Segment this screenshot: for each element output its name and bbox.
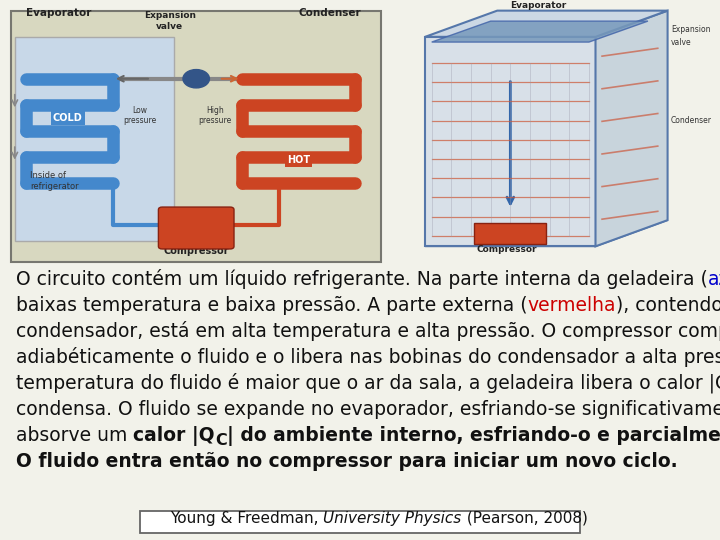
Text: condensa. O fluido se expande no evaporador, esfriando-se significativamente. El: condensa. O fluido se expande no evapora… [16, 400, 720, 419]
Text: Expansion: Expansion [671, 25, 711, 33]
Polygon shape [595, 11, 667, 246]
Text: ), contendo as bobinas do: ), contendo as bobinas do [616, 296, 720, 315]
Text: HOT: HOT [287, 154, 310, 165]
Polygon shape [474, 223, 546, 244]
Text: valve: valve [156, 22, 184, 31]
Text: High
pressure: High pressure [199, 106, 232, 125]
Text: Inside of
refrigerator: Inside of refrigerator [30, 171, 78, 191]
Text: Compressor: Compressor [477, 245, 537, 254]
FancyBboxPatch shape [11, 11, 382, 262]
Text: Evaporator: Evaporator [510, 1, 567, 10]
Text: calor |Q: calor |Q [133, 426, 215, 446]
FancyBboxPatch shape [158, 207, 234, 249]
Text: condensador, está em alta temperatura e alta pressão. O compressor comprime: condensador, está em alta temperatura e … [16, 321, 720, 341]
Text: Low
pressure: Low pressure [123, 106, 156, 125]
FancyBboxPatch shape [15, 37, 174, 241]
Text: valve: valve [671, 38, 691, 46]
Text: Compressor: Compressor [163, 246, 229, 256]
Text: Evaporator: Evaporator [26, 8, 91, 18]
Text: baixas temperatura e baixa pressão. A parte externa (: baixas temperatura e baixa pressão. A pa… [16, 296, 528, 315]
Polygon shape [425, 220, 667, 246]
Text: Condenser: Condenser [671, 116, 712, 125]
Text: COLD: COLD [53, 113, 83, 123]
Circle shape [183, 70, 210, 88]
Text: University Physics: University Physics [323, 511, 462, 526]
Text: azul: azul [708, 269, 720, 288]
Text: C: C [215, 433, 227, 448]
Polygon shape [425, 37, 595, 246]
Text: Young & Freedman,: Young & Freedman, [170, 511, 323, 526]
Text: Condenser: Condenser [298, 8, 361, 18]
Text: adiabéticamente o fluido e o libera nas bobinas do condensador a alta pressão. C: adiabéticamente o fluido e o libera nas … [16, 347, 720, 367]
Text: | do ambiente interno, esfriando-o e parcialmente vaporizando.: | do ambiente interno, esfriando-o e par… [227, 426, 720, 446]
Polygon shape [432, 21, 648, 42]
Text: Expansion: Expansion [144, 11, 196, 21]
Text: temperatura do fluido é maior que o ar da sala, a geladeira libera o calor |Q: temperatura do fluido é maior que o ar d… [16, 373, 720, 393]
Text: (Pearson, 2008): (Pearson, 2008) [462, 511, 588, 526]
Text: absorve um: absorve um [16, 426, 133, 445]
FancyBboxPatch shape [140, 511, 580, 533]
Text: vermelha: vermelha [528, 296, 616, 315]
Text: O circuito contém um líquido refrigerante. Na parte interna da geladeira (: O circuito contém um líquido refrigerant… [16, 268, 708, 288]
Polygon shape [425, 11, 667, 37]
Text: O fluido entra então no compressor para iniciar um novo ciclo.: O fluido entra então no compressor para … [16, 452, 678, 471]
